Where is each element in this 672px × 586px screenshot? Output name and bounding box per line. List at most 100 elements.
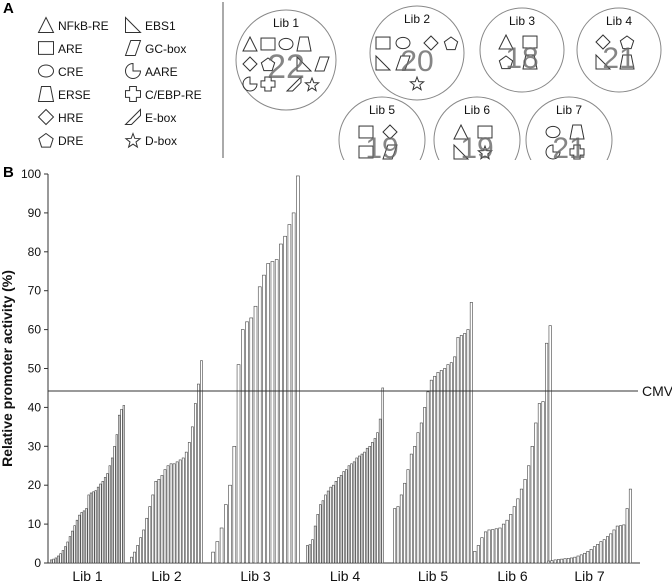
bar [291,212,296,564]
bar [547,560,551,564]
legend-label: GC-box [145,42,186,56]
bar [519,488,524,564]
pentagon-icon [260,57,276,72]
cross-icon [260,76,276,92]
right-triangle-icon [453,143,470,160]
bar [413,445,417,564]
bar [115,434,118,564]
bar [446,364,450,564]
legend-label: C/EBP-RE [145,88,202,102]
bar [537,403,541,564]
bar [87,494,90,564]
bar [145,517,149,564]
bar [157,479,161,564]
bar [118,414,121,564]
legend-item: DRE [38,132,83,148]
bar [570,557,573,564]
y-tick-label: 40 [28,400,42,414]
bar [89,492,93,564]
bar-group [130,360,203,564]
bar [516,498,520,564]
bar [548,325,552,564]
x-tick-label: Lib 1 [72,568,103,581]
library-count: 22 [267,48,305,86]
x-tick-label: Lib 2 [151,568,182,581]
star-icon [408,75,426,91]
pentagon-icon [443,36,459,51]
bar [576,555,580,564]
y-axis-label: Relative promoter activity (%) [0,270,15,467]
square-icon [260,37,276,51]
bar [296,175,300,564]
parallelogram-icon [124,40,142,56]
bar [416,432,420,564]
pacman-icon [242,76,258,92]
bar [509,514,513,564]
legend-item: NFkB-RE [37,16,109,33]
bar [426,391,430,564]
bar [583,552,587,564]
y-tick-label: 50 [28,362,42,376]
bar [187,442,191,564]
bar [563,558,567,564]
pentagon-icon [498,55,514,70]
legend-item: CRE [38,64,83,79]
bar [449,362,453,564]
diamond-icon [423,35,439,51]
bar [456,337,460,564]
bar [110,457,114,564]
bar [360,453,364,564]
bar [527,465,531,564]
bar [64,546,67,564]
bar [228,484,232,564]
library-circle: Lib 5 19 [338,96,426,184]
bar [142,529,146,564]
triangle-icon [498,33,514,50]
bar [439,370,443,564]
bar [148,506,152,564]
bar [66,541,69,564]
bar [622,524,626,564]
bar [376,432,379,564]
bar [169,463,173,564]
bar [459,335,463,564]
bar [59,553,62,564]
bar [433,375,437,564]
star-icon [303,76,321,92]
library-name: Lib 2 [404,12,430,26]
bar [120,409,123,564]
bar [530,445,534,564]
bar [194,403,197,564]
bar [85,508,88,564]
bar [463,333,467,564]
library-name: Lib 3 [509,14,535,28]
bar [311,539,314,564]
circle-icon [395,36,411,50]
bar [75,519,79,564]
bar [399,494,403,564]
diamond-icon [37,108,55,126]
bar [466,329,470,564]
panel-a: A NFkB-RE ARE CRE ERSE HRE DRE EBS1 GC-box AARE C… [0,0,672,184]
slash-quad-icon [285,75,302,92]
trapezoid-icon [619,54,635,70]
bar [160,475,164,564]
pacman-icon [545,144,561,160]
bar [154,481,158,564]
legend-item: D-box [124,132,177,149]
bar [94,490,97,564]
bar [371,442,374,564]
bar-chart: Relative promoter activity (%) 0 10 20 30 40 5… [0,167,672,584]
bar [609,533,613,564]
bar [274,259,279,564]
bar [355,457,358,564]
bar [245,321,249,564]
y-tick-label: 100 [21,167,41,181]
bar [628,488,632,564]
bar [139,537,143,564]
cross-icon [569,144,585,160]
library-count: 21 [602,42,635,75]
library-name: Lib 6 [464,103,490,117]
legend-label: HRE [58,111,83,125]
legend-item: E-box [124,108,176,125]
